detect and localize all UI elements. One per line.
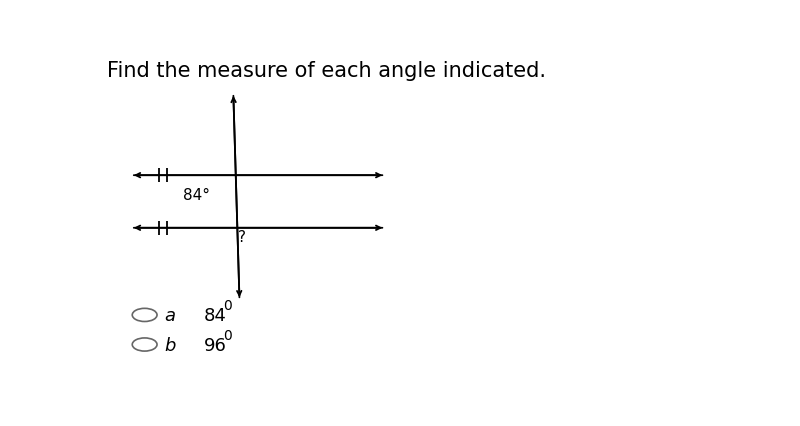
Text: 0: 0	[223, 328, 232, 342]
Text: ?: ?	[238, 230, 246, 245]
Text: 84°: 84°	[183, 187, 210, 202]
Text: 0: 0	[223, 298, 232, 312]
Text: 96: 96	[203, 336, 226, 354]
Text: Find the measure of each angle indicated.: Find the measure of each angle indicated…	[107, 61, 546, 81]
Text: b: b	[165, 336, 176, 354]
Text: 84: 84	[203, 306, 226, 324]
Text: a: a	[165, 306, 175, 324]
